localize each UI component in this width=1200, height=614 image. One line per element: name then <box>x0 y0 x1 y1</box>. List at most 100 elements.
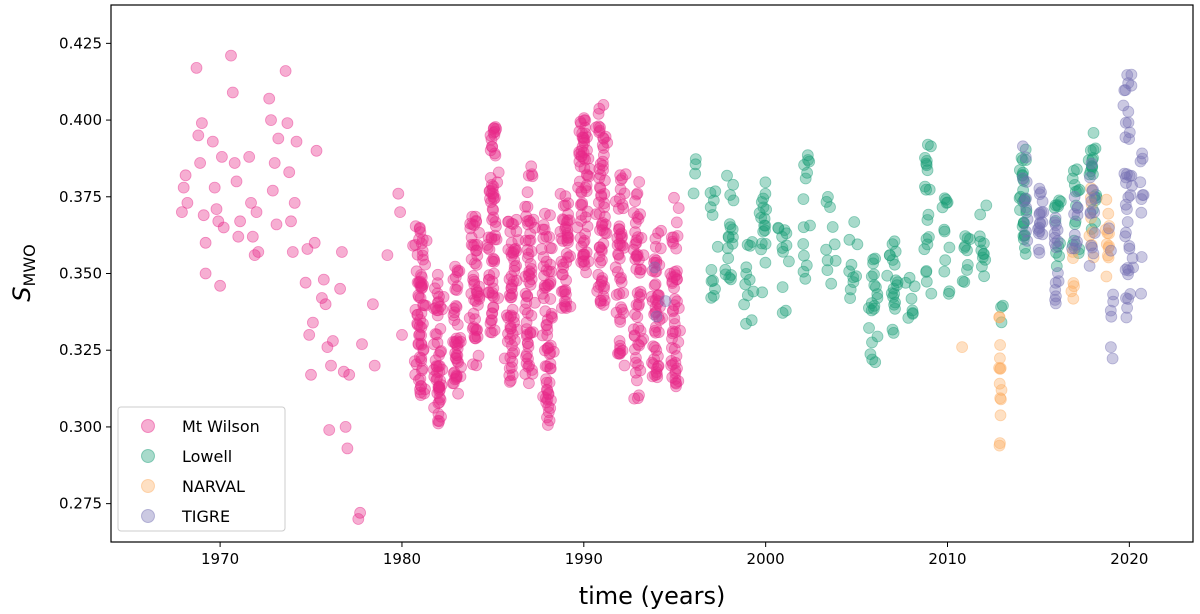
mt-wilson-point <box>433 380 446 393</box>
lowell-point <box>723 218 736 231</box>
mt-wilson-point <box>545 242 558 255</box>
mt-wilson-point <box>526 168 538 181</box>
tigre-point <box>1104 304 1117 317</box>
mt-wilson-point <box>670 269 682 282</box>
lowell-point <box>746 236 759 248</box>
lowell-point <box>721 242 734 255</box>
lowell-point <box>704 186 717 199</box>
mt-wilson-point <box>577 152 590 165</box>
mt-wilson-point <box>594 278 607 291</box>
mt-wilson-point <box>650 366 663 379</box>
mt-wilson-point <box>599 130 612 143</box>
mt-wilson-point <box>647 340 660 353</box>
lowell-point <box>1049 214 1062 227</box>
narval-point <box>1103 220 1116 232</box>
mt-wilson-point <box>654 300 666 313</box>
mt-wilson-point <box>590 208 602 221</box>
mt-wilson-point <box>653 259 666 271</box>
mt-wilson-point <box>299 276 312 289</box>
lowell-point <box>848 216 861 228</box>
mt-wilson-point <box>666 277 679 290</box>
mt-wilson-point <box>598 280 610 293</box>
tigre-point <box>650 310 663 323</box>
tigre-point <box>1120 292 1132 305</box>
lowell-point <box>889 302 901 315</box>
mt-wilson-point <box>452 356 465 369</box>
mt-wilson-point <box>507 275 520 288</box>
mt-wilson-point <box>559 199 572 212</box>
mt-wilson-point <box>614 183 627 196</box>
mt-wilson-point <box>614 315 627 328</box>
mt-wilson-point <box>653 314 666 326</box>
mt-wilson-point <box>486 255 498 268</box>
y-tick-label: 0.275 <box>59 495 102 513</box>
lowell-point <box>918 243 931 256</box>
tigre-point <box>1068 208 1080 220</box>
mt-wilson-point <box>667 231 680 244</box>
lowell-point <box>851 238 864 251</box>
mt-wilson-point <box>321 341 334 354</box>
mt-wilson-point <box>593 124 606 137</box>
mt-wilson-point <box>541 411 553 424</box>
lowell-point <box>1017 217 1030 229</box>
tigre-point <box>1122 264 1135 277</box>
mt-wilson-point <box>536 329 549 342</box>
mt-wilson-point <box>595 275 608 288</box>
lowell-point <box>871 292 884 305</box>
mt-wilson-point <box>503 289 516 302</box>
lowell-point <box>1018 229 1031 242</box>
mt-wilson-point <box>415 380 428 393</box>
lowell-point <box>822 190 834 203</box>
mt-wilson-point <box>576 140 589 153</box>
mt-wilson-point <box>598 282 610 295</box>
lowell-point <box>738 298 750 311</box>
mt-wilson-point <box>633 176 646 188</box>
lowell-point <box>1014 164 1026 177</box>
mt-wilson-point <box>418 299 430 312</box>
mt-wilson-point <box>524 326 537 339</box>
mt-wilson-point <box>580 179 593 192</box>
mt-wilson-point <box>560 247 573 260</box>
tigre-point <box>1034 217 1046 230</box>
lowell-point <box>755 243 767 256</box>
mt-wilson-point <box>612 202 625 215</box>
tigre-point <box>1033 221 1045 234</box>
mt-wilson-point <box>593 196 605 209</box>
lowell-point <box>925 140 937 153</box>
lowell-point <box>1068 234 1080 247</box>
tigre-point <box>1036 228 1049 241</box>
x-tick-label: 2000 <box>747 550 785 568</box>
mt-wilson-point <box>505 270 518 283</box>
mt-wilson-point <box>194 157 207 169</box>
lowell-point <box>758 212 771 225</box>
lowell-point <box>743 273 756 286</box>
tigre-point <box>1049 276 1062 289</box>
lowell-point <box>978 270 990 283</box>
mt-wilson-point <box>666 235 679 248</box>
lowell-point <box>777 245 789 258</box>
mt-wilson-point <box>433 396 446 409</box>
mt-wilson-point <box>449 299 462 312</box>
mt-wilson-point <box>629 238 642 251</box>
lowell-point <box>847 276 860 289</box>
mt-wilson-point <box>579 114 592 127</box>
lowell-point <box>753 207 766 219</box>
lowell-point <box>759 187 772 200</box>
mt-wilson-point <box>521 243 534 256</box>
tigre-point <box>1125 169 1138 182</box>
lowell-point <box>938 225 951 238</box>
mt-wilson-point <box>466 218 479 231</box>
mt-wilson-point <box>649 306 662 319</box>
mt-wilson-point <box>412 337 425 350</box>
legend-label: TIGRE <box>181 507 230 526</box>
mt-wilson-point <box>484 326 497 339</box>
lowell-point <box>756 286 769 299</box>
mt-wilson-point <box>409 238 422 251</box>
narval-point <box>956 341 968 354</box>
lowell-point <box>759 237 772 250</box>
mt-wilson-point <box>179 169 192 182</box>
lowell-point <box>1050 260 1063 273</box>
mt-wilson-point <box>483 185 496 198</box>
narval-point <box>1067 277 1080 289</box>
mt-wilson-point <box>429 354 442 367</box>
